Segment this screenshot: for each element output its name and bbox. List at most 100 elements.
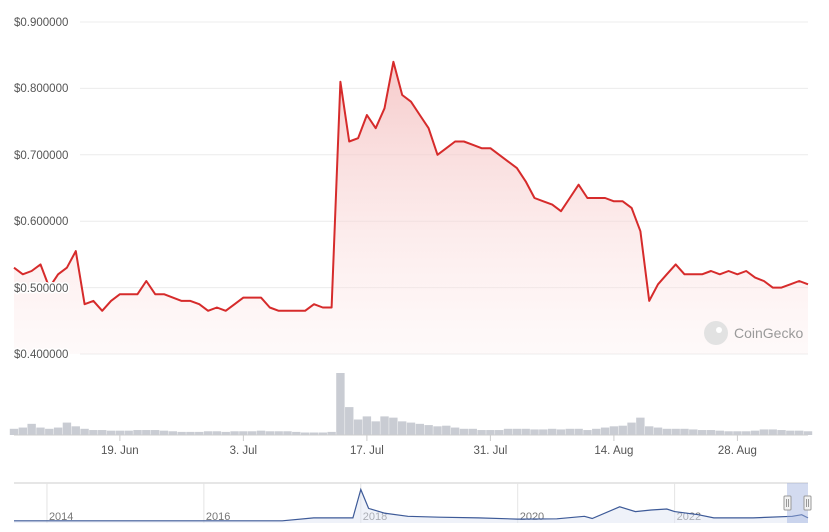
volume-bar xyxy=(742,431,751,435)
volume-bar xyxy=(459,428,469,435)
volume-bar xyxy=(715,430,724,435)
volume-bar xyxy=(362,416,372,435)
volume-bar xyxy=(768,429,777,435)
volume-bar xyxy=(89,430,98,435)
volume-bar xyxy=(706,430,716,435)
volume-bar xyxy=(221,431,230,435)
volume-bar xyxy=(115,430,125,435)
volume-bar xyxy=(759,429,769,435)
volume-bar xyxy=(627,422,636,435)
y-tick-label: $0.900000 xyxy=(14,17,68,29)
volume-bar xyxy=(697,430,707,435)
navigator-right-handle[interactable] xyxy=(803,495,812,511)
volume-bar xyxy=(124,430,133,435)
coingecko-logo-icon xyxy=(704,321,728,345)
volume-bar xyxy=(786,430,795,435)
volume-bar xyxy=(556,429,566,435)
volume-bar xyxy=(662,428,672,435)
volume-bar xyxy=(574,428,583,435)
volume-bar xyxy=(450,427,460,435)
volume-bar xyxy=(80,428,89,435)
navigator-line xyxy=(14,487,809,522)
navigator[interactable]: 2014 2016 2018 2020 2022 xyxy=(14,482,812,523)
x-tick-label: 3. Jul xyxy=(230,445,258,457)
volume-bar xyxy=(142,430,151,435)
volume-bar xyxy=(406,422,416,435)
volume-bar xyxy=(186,431,195,435)
volume-bar xyxy=(71,426,80,435)
volume-bar xyxy=(750,430,760,435)
volume-bar xyxy=(27,423,36,435)
volume-bar xyxy=(195,431,204,435)
y-tick-label: $0.500000 xyxy=(14,283,68,295)
volume-bar xyxy=(424,425,433,435)
price-area-fill xyxy=(14,61,808,355)
navigator-year-label: 2014 xyxy=(49,511,73,523)
volume-bar xyxy=(53,427,63,435)
x-tick-label: 19. Jun xyxy=(101,445,139,457)
volume-bar xyxy=(230,431,239,435)
volume-bar xyxy=(618,425,627,435)
volume-bar xyxy=(521,428,530,435)
volume-bar xyxy=(345,407,354,435)
volume-bar xyxy=(530,429,539,435)
volume-bar xyxy=(724,431,733,435)
volume-bar xyxy=(389,417,398,435)
volume-bar xyxy=(159,430,169,435)
volume-bar xyxy=(318,432,327,435)
watermark-text: CoinGecko xyxy=(734,325,803,341)
y-axis-labels: $0.900000 $0.800000 $0.700000 $0.600000 … xyxy=(13,16,70,363)
volume-bar xyxy=(547,428,557,435)
volume-bar xyxy=(689,429,698,435)
volume-bar xyxy=(442,425,451,435)
volume-bar xyxy=(503,428,513,435)
volume-bar xyxy=(283,431,292,435)
volume-bar xyxy=(274,431,283,435)
navigator-selection[interactable] xyxy=(787,483,808,523)
volume-bar xyxy=(239,431,248,435)
x-tick-label: 31. Jul xyxy=(473,445,507,457)
coingecko-watermark: CoinGecko xyxy=(704,321,803,345)
volume-bar xyxy=(794,430,804,435)
volume-bar xyxy=(203,431,213,435)
volume-bar xyxy=(636,417,645,435)
y-tick-label: $0.400000 xyxy=(14,349,68,361)
volume-bar xyxy=(18,427,28,435)
volume-bar xyxy=(592,428,601,435)
volume-bar xyxy=(468,428,477,435)
navigator-left-handle[interactable] xyxy=(783,495,792,511)
volume-bar xyxy=(212,431,222,435)
volume-bar xyxy=(645,426,654,435)
volume-bar xyxy=(168,431,177,435)
volume-bar xyxy=(106,430,116,435)
volume-bar xyxy=(133,430,142,435)
volume-bars xyxy=(9,373,813,441)
volume-bar xyxy=(486,430,495,435)
volume-bar xyxy=(380,416,389,435)
volume-bar xyxy=(600,427,610,435)
volume-bar xyxy=(671,428,680,435)
volume-bar xyxy=(45,428,54,435)
price-line xyxy=(13,60,809,312)
volume-bar xyxy=(292,431,301,435)
volume-bar xyxy=(583,430,592,435)
volume-bar xyxy=(733,431,742,435)
volume-bar xyxy=(803,431,813,435)
x-tick-label: 14. Aug xyxy=(594,445,633,457)
volume-bar xyxy=(336,373,345,435)
volume-bar xyxy=(539,429,548,435)
y-tick-label: $0.700000 xyxy=(14,150,68,162)
volume-bar xyxy=(495,430,504,435)
volume-bar xyxy=(653,427,663,435)
x-tick-label: 17. Jul xyxy=(350,445,384,457)
volume-bar xyxy=(777,430,786,435)
volume-bar xyxy=(565,428,574,435)
volume-bar xyxy=(327,431,336,435)
navigator-year-label: 2016 xyxy=(206,511,230,523)
volume-bar xyxy=(265,431,275,435)
volume-bar xyxy=(609,426,619,435)
volume-bar xyxy=(300,432,310,435)
volume-bar xyxy=(9,428,19,435)
volume-bar xyxy=(433,426,442,435)
